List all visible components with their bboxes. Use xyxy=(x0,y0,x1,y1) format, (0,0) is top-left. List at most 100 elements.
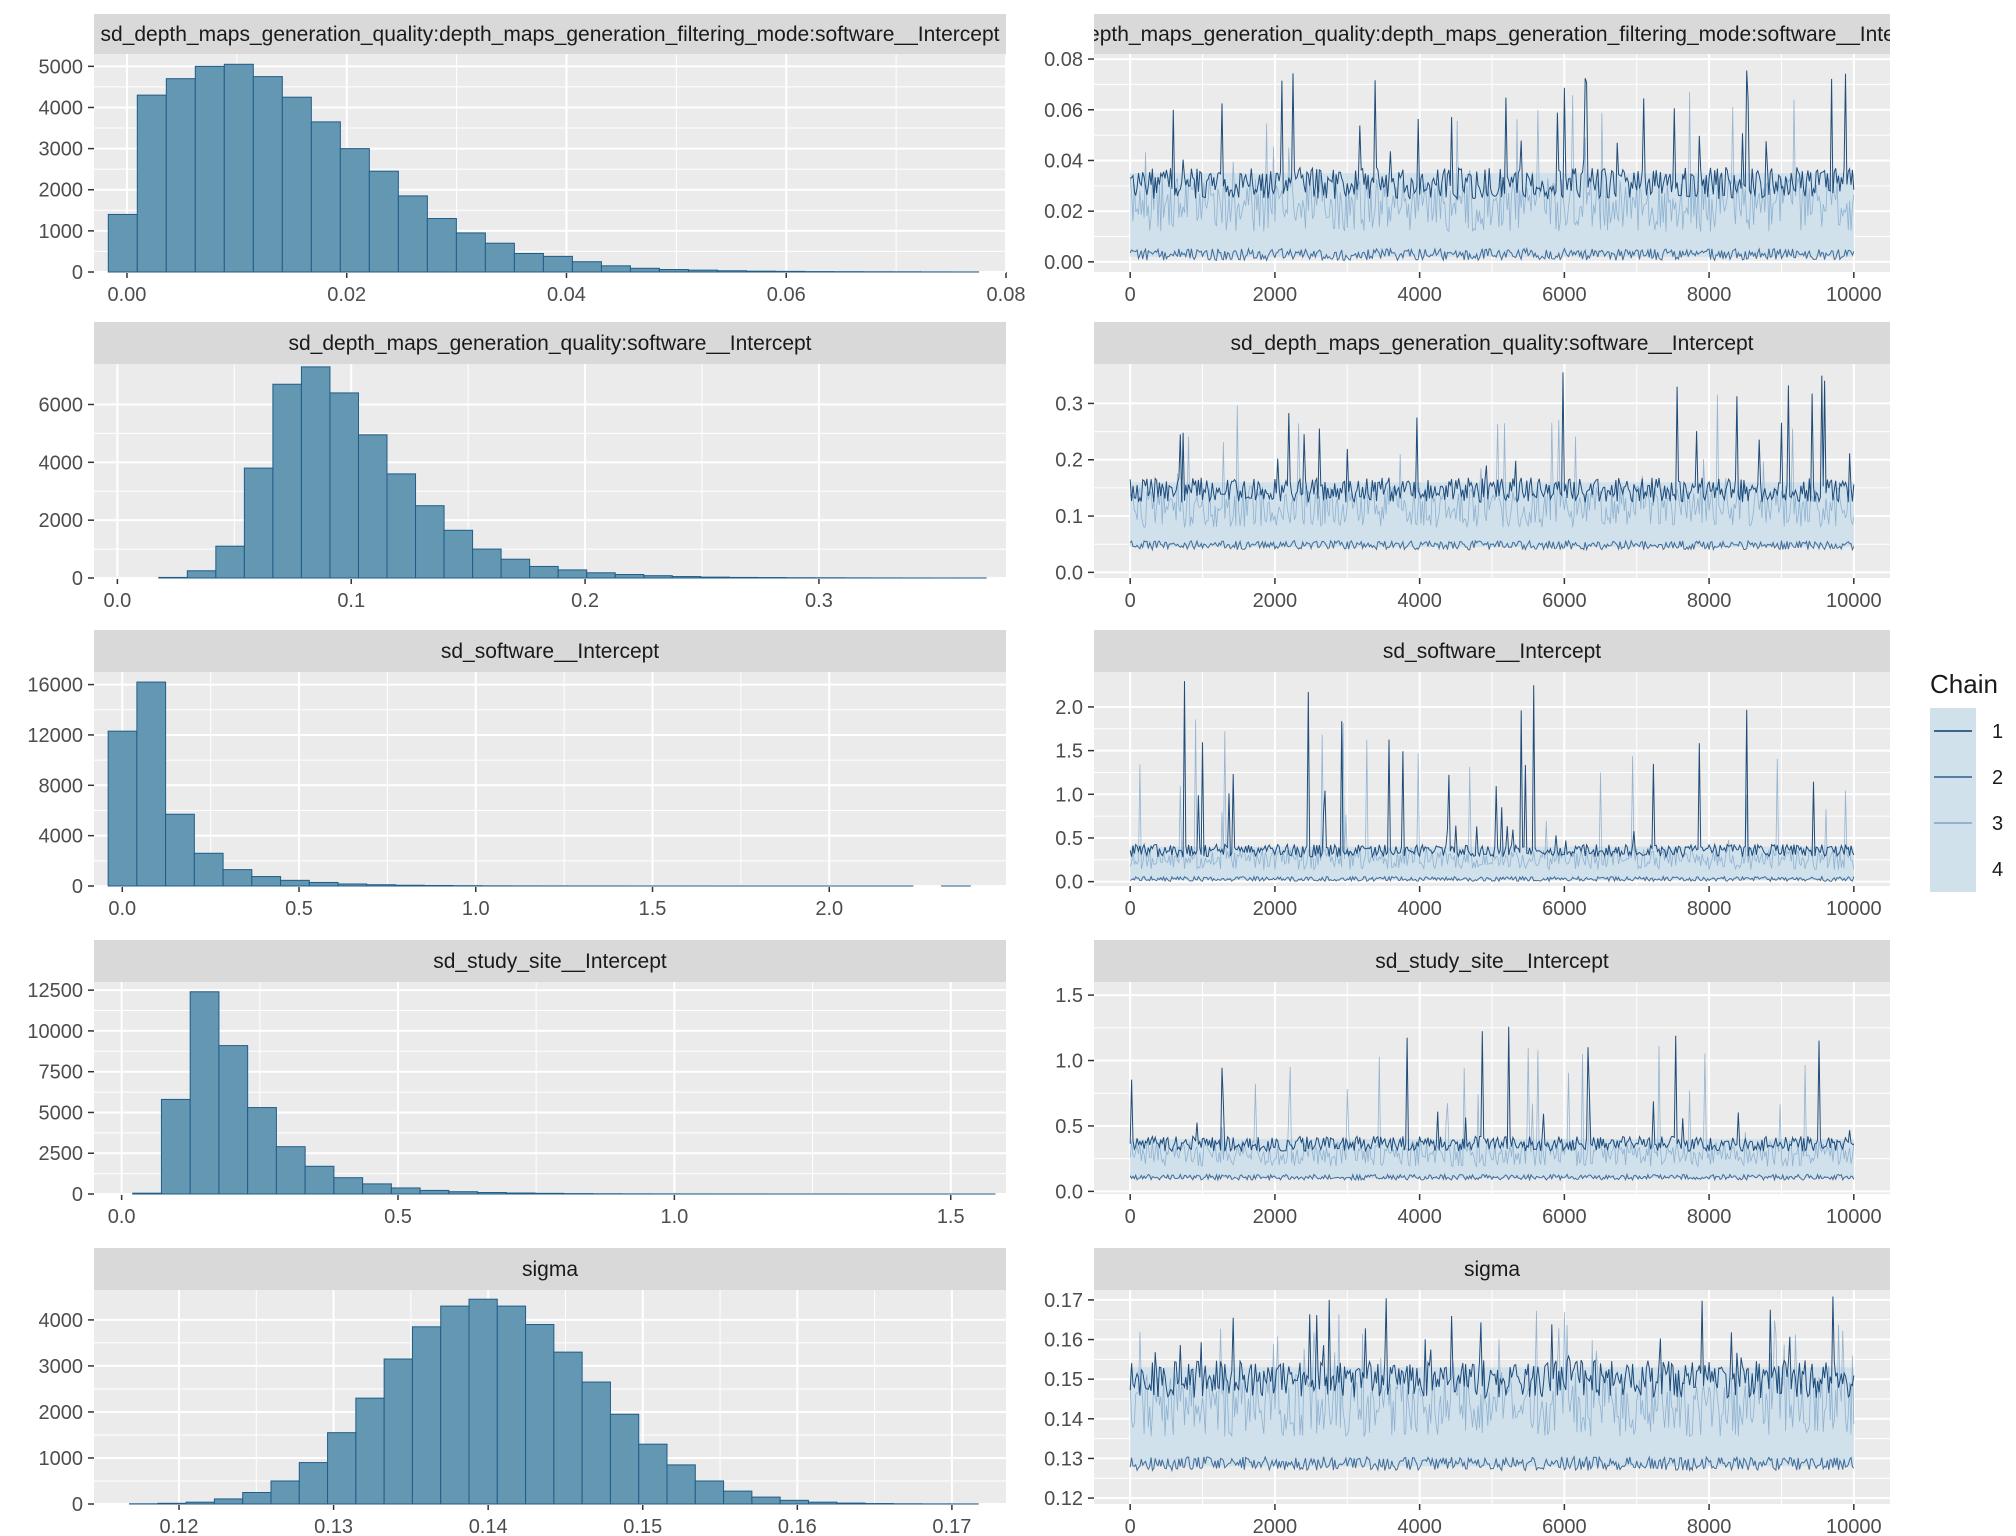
histogram-bar xyxy=(397,195,428,273)
histogram-bar xyxy=(638,1443,668,1505)
facet-title: sd_study_site__Intercept xyxy=(433,950,667,973)
y-tick-label: 0 xyxy=(72,1184,83,1206)
trace-panel-3: sd_software__Intercept 0 2000 4000 6000 8000 1… xyxy=(1055,630,1890,920)
x-tick-label: 0.3 xyxy=(805,590,833,612)
histogram-panel-5: sigma 0.12 0.13 0.14 0.15 0.16 0.17 0 1000 2000 30… xyxy=(39,1248,1006,1536)
x-tick-label: 0 xyxy=(1125,898,1136,920)
histogram-bar xyxy=(505,1192,536,1195)
histogram-bar xyxy=(107,730,138,887)
histogram-bar xyxy=(484,242,515,273)
trace-series-3 xyxy=(1129,394,1855,529)
histogram-bar xyxy=(300,366,331,579)
y-tick-label: 12000 xyxy=(27,725,83,747)
x-tick-label: 0.17 xyxy=(932,1516,971,1536)
x-tick-label: 4000 xyxy=(1397,284,1442,306)
facet-strip xyxy=(1094,322,1890,364)
facet-title: sigma xyxy=(522,1258,578,1281)
facet-strip xyxy=(94,630,1006,672)
histogram-bar xyxy=(327,1432,357,1505)
x-tick-label: 8000 xyxy=(1687,590,1732,612)
facet-strip xyxy=(1094,14,1890,54)
histogram-bar xyxy=(136,681,167,887)
histogram-bar xyxy=(671,576,702,579)
histogram-bar xyxy=(745,270,776,273)
histogram-bar xyxy=(687,269,718,273)
x-tick-label: 6000 xyxy=(1542,590,1587,612)
facet-strip xyxy=(1094,630,1890,672)
y-tick-label: 0.16 xyxy=(1044,1330,1083,1352)
histogram-panel-2: sd_depth_maps_generation_quality:softwar… xyxy=(39,322,1006,612)
histogram-bar xyxy=(658,269,689,273)
panels: sd_depth_maps_generation_quality:depth_m… xyxy=(27,14,1890,1536)
histogram-bar xyxy=(189,991,220,1195)
histogram-bar xyxy=(308,881,339,887)
histogram-bar xyxy=(477,1192,507,1195)
histogram-bar xyxy=(158,576,188,579)
histogram-bar xyxy=(643,575,673,579)
facet-title: sd_depth_maps_generation_quality:depth_m… xyxy=(101,23,1000,46)
x-tick-label: 0.14 xyxy=(469,1516,508,1536)
y-tick-label: 4000 xyxy=(39,1310,84,1332)
x-tick-label: 6000 xyxy=(1542,284,1587,306)
histogram-bar xyxy=(194,65,225,273)
histogram-bar xyxy=(160,1098,191,1195)
x-tick-label: 8000 xyxy=(1687,284,1732,306)
legend-label: 4 xyxy=(1992,859,2003,881)
x-tick-label: 10000 xyxy=(1826,898,1882,920)
y-tick-label: 0.12 xyxy=(1044,1488,1083,1510)
histogram-bar xyxy=(411,1326,442,1505)
x-tick-label: 4000 xyxy=(1397,1206,1442,1228)
facet-strip xyxy=(1094,940,1890,982)
y-tick-label: 0.04 xyxy=(1044,150,1083,172)
histogram-bar xyxy=(362,1183,392,1195)
histogram-bar xyxy=(542,255,573,273)
x-tick-label: 1.5 xyxy=(937,1206,965,1228)
histogram-bar xyxy=(700,576,730,579)
histogram-bar xyxy=(836,1502,866,1505)
x-tick-label: 10000 xyxy=(1826,1206,1882,1228)
x-tick-label: 2000 xyxy=(1253,898,1298,920)
histogram-panel-1: sd_depth_maps_generation_quality:depth_m… xyxy=(39,14,1025,306)
x-tick-label: 2000 xyxy=(1253,284,1298,306)
facet-strip xyxy=(94,1248,1006,1290)
y-tick-label: 0.08 xyxy=(1044,49,1083,71)
y-tick-label: 0.3 xyxy=(1055,393,1083,415)
x-tick-label: 0.5 xyxy=(384,1206,412,1228)
histogram-bar xyxy=(333,1177,364,1195)
y-tick-label: 4000 xyxy=(39,97,84,119)
y-tick-label: 0.1 xyxy=(1055,506,1083,528)
histogram-bar xyxy=(272,383,302,579)
x-tick-label: 10000 xyxy=(1826,590,1882,612)
histogram-bar xyxy=(723,1490,753,1505)
trace-series-2 xyxy=(1129,246,1855,262)
y-tick-label: 0 xyxy=(72,262,83,284)
histogram-bar xyxy=(419,1189,450,1195)
x-tick-label: 0.0 xyxy=(108,1206,136,1228)
x-tick-label: 0 xyxy=(1125,284,1136,306)
trace-series-1 xyxy=(1129,372,1855,504)
y-tick-label: 1000 xyxy=(39,221,84,243)
y-tick-label: 2000 xyxy=(39,1402,84,1424)
y-tick-label: 1.0 xyxy=(1055,1051,1083,1073)
y-tick-label: 6000 xyxy=(39,394,84,416)
histogram-bar xyxy=(472,548,502,579)
facet-strip xyxy=(1094,1248,1890,1290)
y-tick-label: 0.2 xyxy=(1055,450,1083,472)
histogram-bar xyxy=(586,572,616,579)
histogram-bar xyxy=(252,76,283,273)
x-tick-label: 0 xyxy=(1125,1206,1136,1228)
trace-series-2 xyxy=(1129,539,1855,552)
histogram-bar xyxy=(136,94,167,273)
facet-strip xyxy=(94,940,1006,982)
trace-panel-2: sd_depth_maps_generation_quality:softwar… xyxy=(1055,322,1890,612)
x-tick-label: 0.0 xyxy=(108,898,136,920)
y-tick-label: 2500 xyxy=(39,1143,84,1165)
histogram-bar xyxy=(571,261,602,273)
histogram-bar xyxy=(185,1501,215,1505)
histogram-bar xyxy=(716,270,747,273)
x-tick-label: 0.5 xyxy=(285,898,313,920)
legend-title: Chain xyxy=(1930,669,1998,699)
trace-panel-5: sigma 0 2000 4000 6000 8000 10000 0.12 0.13 0.14 0… xyxy=(1044,1248,1890,1536)
x-tick-label: 6000 xyxy=(1542,1206,1587,1228)
trace-series-3 xyxy=(1129,1045,1855,1168)
